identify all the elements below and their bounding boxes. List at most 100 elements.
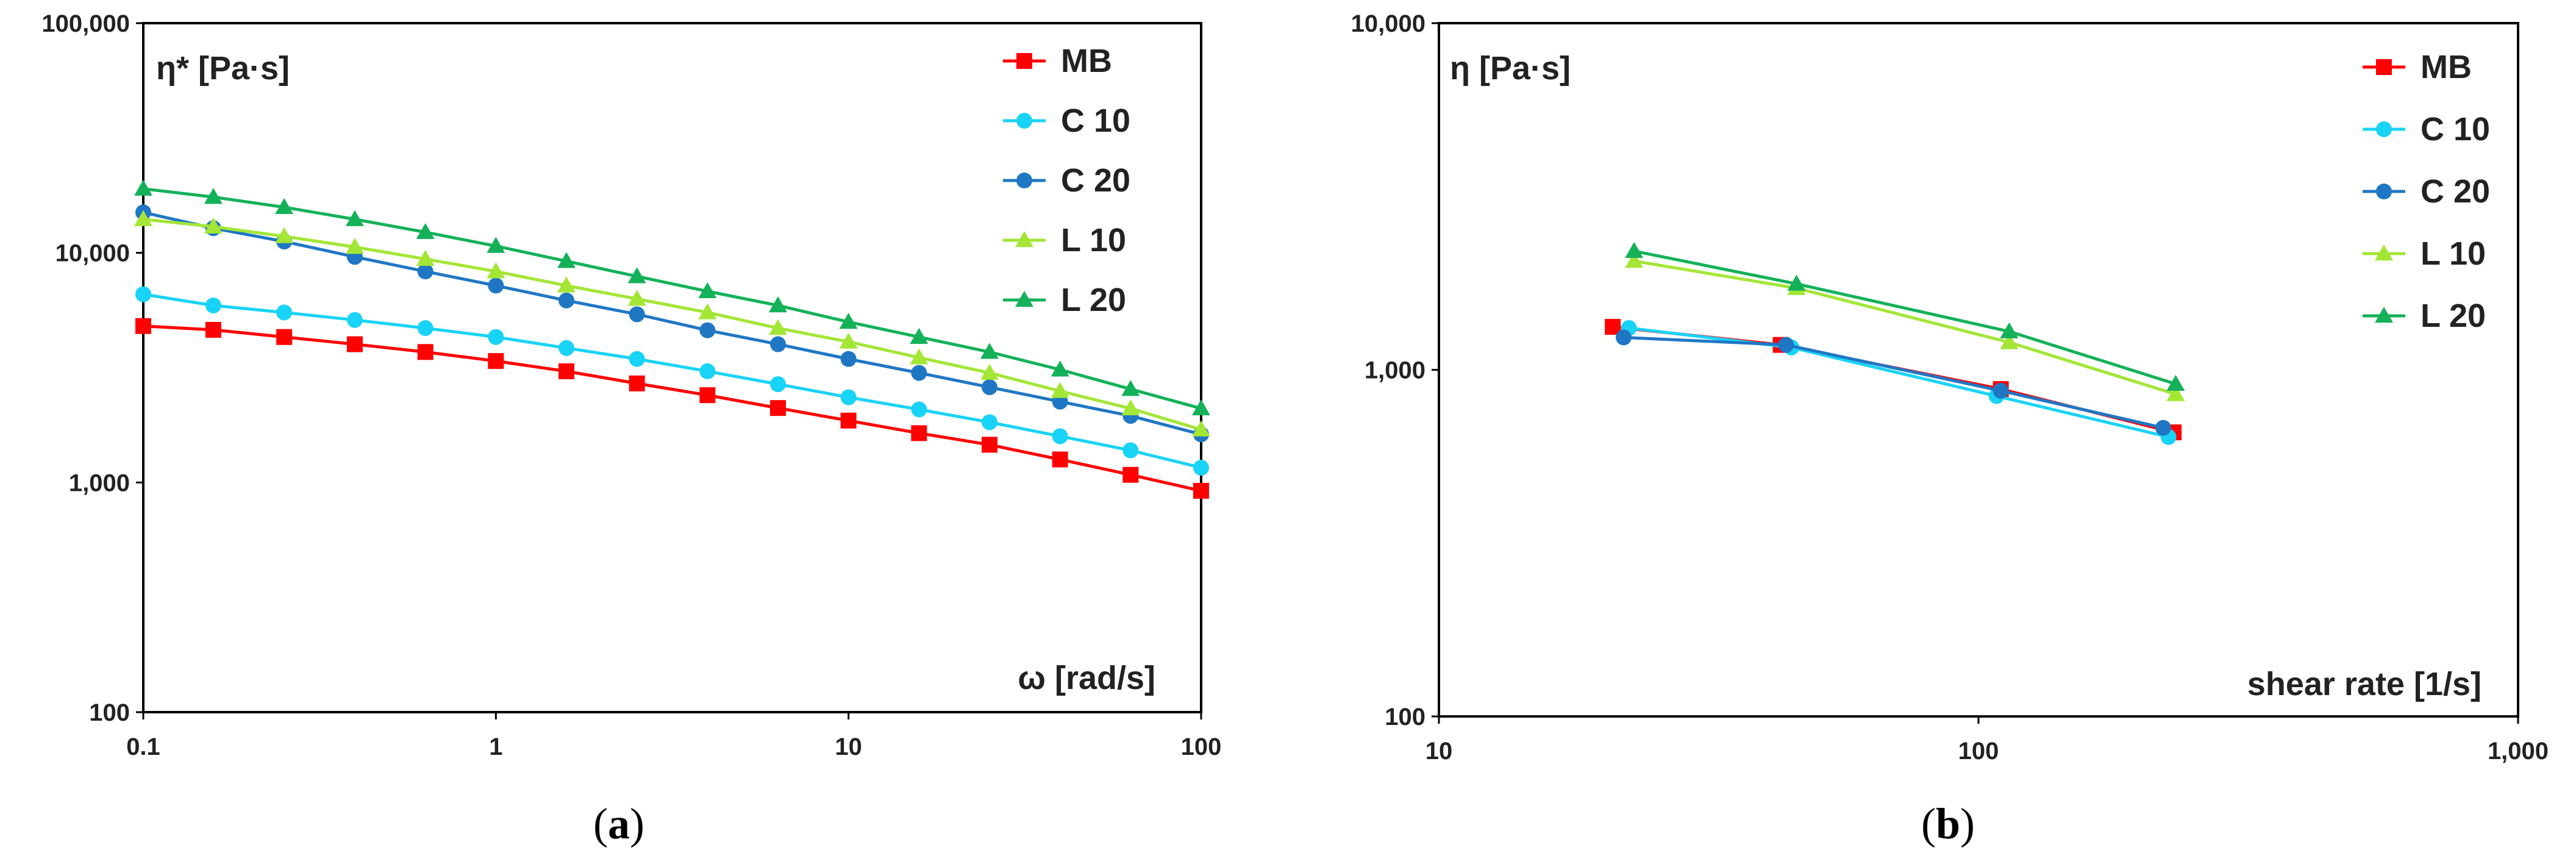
chart-a-xtick-label: 100 xyxy=(1181,733,1222,760)
chart-a-point-mb xyxy=(1052,451,1068,468)
chart-a-series-l-20 xyxy=(134,179,1210,416)
chart-a-point-l-20 xyxy=(627,267,646,284)
chart-b-ytick-label: 100 xyxy=(1385,704,1425,730)
chart-a-point-mb xyxy=(346,336,363,352)
chart-a-line-c-20 xyxy=(143,210,1202,436)
chart-a-point-l-10 xyxy=(839,332,858,349)
chart-b-point-c-20 xyxy=(1778,337,1794,353)
chart-a-point-l-10 xyxy=(1121,399,1140,416)
chart-a-point-c-10 xyxy=(276,304,293,321)
chart-a-point-mb xyxy=(1122,466,1139,483)
chart-a-point-l-10 xyxy=(345,238,364,254)
chart-b-legend-item-c-10: C 10 xyxy=(2363,111,2490,148)
chart-a-point-c-20 xyxy=(770,336,787,352)
chart-a-legend-item-mb: MB xyxy=(1003,43,1112,79)
chart-a-point-l-20 xyxy=(345,210,364,226)
chart-a-point-c-20 xyxy=(629,306,645,323)
chart-b-series-l-20 xyxy=(1625,241,2185,391)
chart-a-point-l-20 xyxy=(698,282,717,298)
chart-b-ylabel: η [Pa·s] xyxy=(1450,50,1571,87)
chart-a-point-l-20 xyxy=(1192,399,1210,416)
chart-a-point-l-20 xyxy=(1121,380,1140,396)
chart-b-legend-label: MB xyxy=(2421,49,2472,85)
chart-a-legend-label: C 10 xyxy=(1061,102,1130,139)
chart-a-ytick-label: 100 xyxy=(89,699,130,726)
chart-a-point-l-10 xyxy=(557,276,576,293)
chart-b-point-l-10 xyxy=(2000,333,2019,349)
chart-a-point-l-20 xyxy=(1051,360,1069,377)
chart-a-point-c-10 xyxy=(982,414,998,430)
chart-a-point-c-20 xyxy=(911,365,927,381)
chart-b-xtick-label: 100 xyxy=(1958,738,1999,765)
chart-a-legend-label: L 10 xyxy=(1061,222,1126,259)
chart-a-point-l-20 xyxy=(769,296,787,313)
chart-a-ytick-label: 1,000 xyxy=(69,469,130,496)
chart-a-caption: (a) xyxy=(593,799,644,848)
chart-a-ytick-label: 10,000 xyxy=(55,240,130,267)
chart-a-point-mb xyxy=(558,363,575,379)
chart-a-legend-marker xyxy=(1015,291,1033,307)
chart-a-point-c-20 xyxy=(558,292,575,309)
chart-a-point-c-20 xyxy=(417,263,433,280)
chart-a-point-c-20 xyxy=(699,322,716,338)
chart-a-point-l-10 xyxy=(769,319,787,335)
chart-b-legend-label: L 10 xyxy=(2421,235,2486,272)
chart-a-point-c-10 xyxy=(699,363,716,379)
chart-a-legend-item-l-10: L 10 xyxy=(1003,222,1126,259)
chart-a-point-l-20 xyxy=(204,188,223,204)
chart-b-point-l-10 xyxy=(1625,252,1644,268)
chart-b-legend-item-l-20: L 20 xyxy=(2363,298,2486,334)
chart-a-point-l-20 xyxy=(487,237,505,253)
chart-a-point-c-10 xyxy=(417,320,433,337)
chart-b-legend-marker xyxy=(2376,184,2392,199)
chart-b-point-c-20 xyxy=(2155,419,2172,436)
chart-a-series-mb xyxy=(135,318,1209,499)
chart-a-point-c-10 xyxy=(135,286,151,302)
chart-a-point-mb xyxy=(840,412,857,429)
chart-a-point-l-10 xyxy=(698,303,717,319)
chart-b-legend-label: C 10 xyxy=(2421,111,2490,148)
chart-b-xtick-label: 1,000 xyxy=(2488,738,2549,765)
chart-a-point-c-10 xyxy=(1122,442,1139,459)
chart-a-point-l-10 xyxy=(416,249,435,266)
chart-a-point-l-10 xyxy=(1192,420,1210,437)
chart-a-point-mb xyxy=(488,353,504,369)
chart-b-legend-item-l-10: L 10 xyxy=(2363,235,2486,272)
chart-b-line-l-10 xyxy=(1633,259,2177,396)
chart-a-point-c-10 xyxy=(558,340,575,356)
chart-a-xtick-label: 10 xyxy=(835,733,862,760)
chart-b-point-l-20 xyxy=(2000,322,2019,338)
chart-b-xtick-label: 10 xyxy=(1425,738,1453,765)
chart-a-legend-marker xyxy=(1016,113,1032,129)
chart-b-series-c-20 xyxy=(1616,329,2172,436)
chart-a-point-c-10 xyxy=(1052,428,1068,444)
chart-b-point-l-20 xyxy=(1787,274,1806,291)
chart-b-legend-marker xyxy=(2375,307,2393,323)
chart-b-ytick-label: 10,000 xyxy=(1351,10,1425,37)
chart-a-legend-marker xyxy=(1016,173,1032,188)
chart-b-legend-label: C 20 xyxy=(2421,173,2490,210)
chart-a-point-l-10 xyxy=(910,348,929,365)
chart-b-point-l-20 xyxy=(1625,241,1644,259)
chart-a-xtick-label: 0.1 xyxy=(126,733,160,760)
chart-a-legend-item-c-20: C 20 xyxy=(1003,162,1130,199)
chart-b-legend-label: L 20 xyxy=(2421,298,2486,334)
chart-a-point-l-10 xyxy=(627,290,646,306)
chart-a-point-c-10 xyxy=(1193,460,1209,476)
chart-a-point-l-20 xyxy=(416,223,435,240)
chart-a-xtick-label: 1 xyxy=(489,733,502,760)
chart-a-point-l-20 xyxy=(910,327,929,344)
chart-a-point-l-10 xyxy=(1051,382,1069,398)
chart-a-point-l-20 xyxy=(839,313,858,329)
chart-a-point-mb xyxy=(1193,482,1209,499)
chart-a-ylabel: η* [Pa·s] xyxy=(156,50,290,87)
chart-b-plot-area xyxy=(1438,22,2519,718)
chart-a-point-mb xyxy=(982,437,998,453)
chart-a-point-mb xyxy=(417,344,433,360)
chart-b-xlabel: shear rate [1/s] xyxy=(2247,666,2481,702)
chart-a-point-l-10 xyxy=(487,262,505,279)
chart-b-point-c-20 xyxy=(1616,329,1632,346)
chart-b-legend-item-c-20: C 20 xyxy=(2363,173,2490,210)
chart-a-series-l-10 xyxy=(134,210,1210,437)
